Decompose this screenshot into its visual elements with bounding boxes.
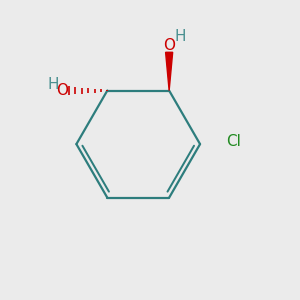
Text: Cl: Cl bbox=[226, 134, 242, 149]
Polygon shape bbox=[166, 52, 173, 91]
Text: O: O bbox=[163, 38, 175, 53]
Text: H: H bbox=[47, 77, 58, 92]
Text: H: H bbox=[175, 29, 186, 44]
Text: O: O bbox=[57, 83, 69, 98]
